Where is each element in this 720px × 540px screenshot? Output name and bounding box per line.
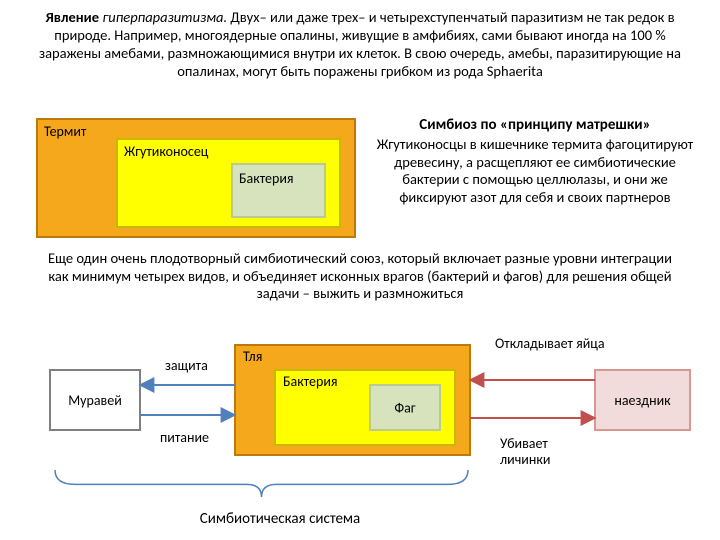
- svg-text:Тля: Тля: [243, 348, 262, 365]
- svg-text:Фаг: Фаг: [394, 400, 415, 417]
- termite-diagram: Термит Жгутиконосец Бактерия: [36, 118, 356, 238]
- matryoshka-body: Жгутиконосцы в кишечнике термита фагоцит…: [370, 136, 700, 207]
- svg-text:питание: питание: [160, 429, 209, 446]
- flagellate-label: Жгутиконосец: [124, 144, 222, 160]
- svg-text:наездник: наездник: [614, 392, 671, 409]
- svg-text:личинки: личинки: [500, 451, 550, 468]
- bracket-label: Симбиотическая система: [140, 510, 420, 528]
- lead-italic: гиперпаразитизма.: [102, 8, 230, 26]
- middle-paragraph: Еще один очень плодотворный симбиотическ…: [40, 250, 680, 303]
- svg-text:Убивает: Убивает: [500, 435, 548, 452]
- svg-text:Муравей: Муравей: [68, 392, 122, 409]
- svg-text:Откладывает яйца: Откладывает яйца: [495, 335, 605, 352]
- hyperparasitism-paragraph: Явление гиперпаразитизма. Двух– или даже…: [30, 8, 690, 81]
- svg-text:защита: защита: [165, 357, 208, 374]
- termite-label: Термит: [44, 124, 86, 140]
- svg-text:Бактерия: Бактерия: [283, 373, 338, 390]
- aphid-system-diagram: Тля Бактерия Фаг Муравей наездник защита питан…: [0, 330, 720, 530]
- bacterium-label: Бактерия: [239, 171, 309, 187]
- matryoshka-title: Симбиоз по «принципу матрешки»: [370, 116, 700, 134]
- lead-bold: Явление: [45, 8, 102, 26]
